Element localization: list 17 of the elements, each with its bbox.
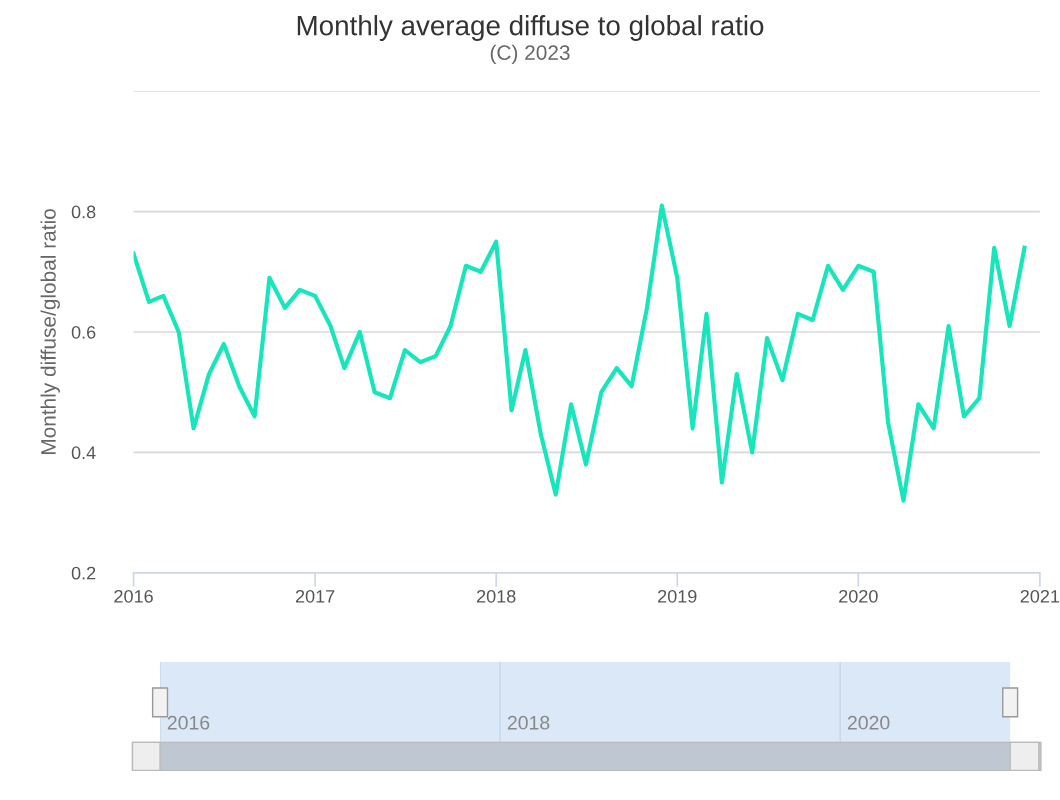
x-tick-label: 2017 xyxy=(295,589,335,603)
y-axis-title: Monthly diffuse/global ratio xyxy=(40,209,60,455)
text: 2020 xyxy=(847,715,890,730)
y-tick-label: 0.4 xyxy=(71,446,96,460)
x-tick-label: 2019 xyxy=(658,589,697,603)
line-series xyxy=(133,203,1027,503)
text: 2018 xyxy=(507,715,550,730)
chart-title: Monthly average diffuse to global ratio xyxy=(297,15,764,41)
y-tick-label: 0.8 xyxy=(71,205,96,219)
x-tick-label: 2021 xyxy=(1020,589,1060,603)
y-tick-label: 0.2 xyxy=(71,566,96,580)
text: 2016 xyxy=(167,715,210,730)
y-tick-label: 0.6 xyxy=(71,325,96,339)
x-tick-label: 2018 xyxy=(477,589,516,603)
chart-subtitle: (C) 2023 xyxy=(490,44,570,65)
x-tick-label: 2020 xyxy=(839,589,878,603)
x-tick-label: 2016 xyxy=(114,589,153,603)
